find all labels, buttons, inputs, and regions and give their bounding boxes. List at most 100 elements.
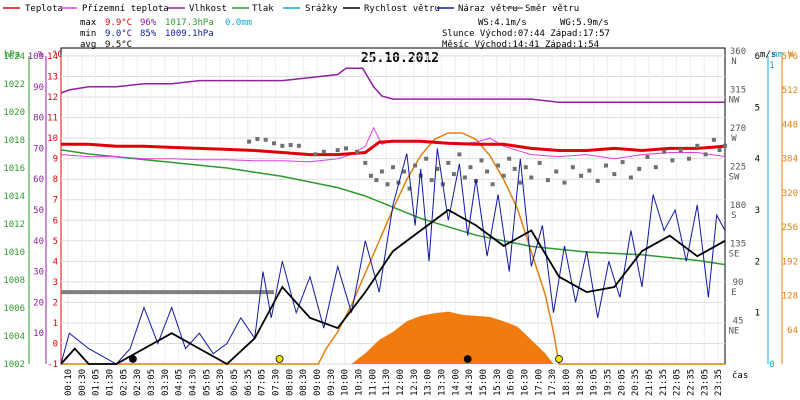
tick-label-time: 17:30 bbox=[548, 369, 558, 396]
tick-label-c: 9 bbox=[53, 155, 58, 165]
svg-text:Tlak: Tlak bbox=[252, 4, 274, 14]
tick-label-time: 05:30 bbox=[216, 369, 226, 396]
dir-point bbox=[554, 169, 559, 174]
tick-label-pct: 40 bbox=[33, 237, 44, 247]
dir-point bbox=[451, 172, 456, 177]
dir-point bbox=[344, 146, 348, 151]
tick-label-w: 512 bbox=[782, 86, 798, 96]
tick-label-ms: 2 bbox=[755, 257, 760, 267]
tick-label-c: 6 bbox=[53, 216, 58, 226]
tick-label-hpa: 1014 bbox=[3, 192, 25, 202]
info-sun: Slunce Východ:07:44 Západ:17:57 bbox=[442, 29, 610, 39]
tick-label-c: 10 bbox=[47, 134, 58, 144]
stats-min-hum: 85% bbox=[140, 29, 157, 39]
stats-avg-temp: 9.5°C bbox=[105, 40, 132, 50]
dir-point bbox=[529, 175, 534, 180]
tick-label-c: 12 bbox=[47, 93, 58, 103]
dir-point bbox=[280, 143, 285, 148]
tick-label-dir: 45 bbox=[733, 317, 744, 327]
tick-label-w: 320 bbox=[782, 189, 798, 199]
tick-label-time: 00:10 bbox=[64, 369, 74, 396]
legend: Teplota Přízemní teplota Vlhkost Tlak Sr… bbox=[3, 4, 579, 14]
dir-point bbox=[496, 163, 501, 168]
axis-title-ms: m/s bbox=[760, 50, 776, 60]
tick-label-hpa: 1018 bbox=[3, 136, 25, 146]
stats-max-hum: 96% bbox=[140, 18, 157, 28]
tick-label-time: 12:00 bbox=[396, 369, 406, 396]
dir-point bbox=[723, 143, 727, 148]
tick-label-dir-name: S bbox=[731, 211, 736, 221]
tick-label-time: 16:00 bbox=[507, 369, 517, 396]
tick-label-dir-name: SW bbox=[729, 173, 740, 183]
tick-label-dir: 315 bbox=[730, 86, 746, 96]
dir-point bbox=[579, 173, 584, 178]
dir-point bbox=[402, 169, 407, 174]
series-solar-measured-area bbox=[351, 311, 554, 364]
tick-label-time: 13:30 bbox=[437, 369, 447, 396]
tick-label-time: 01:05 bbox=[92, 369, 102, 396]
axis-title-w: W bbox=[788, 50, 794, 60]
dir-point bbox=[462, 175, 467, 180]
tick-label-pct: 80 bbox=[33, 114, 44, 124]
tick-label-w: 128 bbox=[782, 292, 798, 302]
dir-point bbox=[587, 168, 592, 173]
tick-label-dir: 270 bbox=[730, 124, 746, 134]
svg-text:Směr větru: Směr větru bbox=[525, 4, 579, 14]
tick-label-time: 23:35 bbox=[714, 369, 724, 396]
tick-label-time: 01:30 bbox=[105, 369, 115, 396]
tick-label-hpa: 1008 bbox=[3, 276, 25, 286]
tick-label-time: 10:30 bbox=[354, 369, 364, 396]
tick-label-pct: 50 bbox=[33, 206, 44, 216]
svg-text:Náraz větru: Náraz větru bbox=[458, 4, 518, 14]
svg-text:Srážky: Srážky bbox=[305, 4, 338, 14]
tick-label-time: 21:05 bbox=[645, 369, 655, 396]
tick-label-time: 22:05 bbox=[673, 369, 683, 396]
tick-label-time: 03:30 bbox=[161, 369, 171, 396]
tick-label-dir-name: N bbox=[731, 57, 736, 67]
dir-point bbox=[612, 172, 617, 177]
tick-label-dir: 135 bbox=[730, 240, 746, 250]
tick-label-time: 15:30 bbox=[493, 369, 503, 396]
tick-label-hpa: 1012 bbox=[3, 220, 25, 230]
dir-point bbox=[570, 165, 575, 170]
dir-point bbox=[604, 163, 608, 168]
tick-label-hpa: 1010 bbox=[3, 248, 25, 258]
tick-label-c: 13 bbox=[47, 73, 58, 83]
tick-label-w: 448 bbox=[782, 120, 798, 130]
dir-point bbox=[687, 156, 691, 161]
tick-label-time: 03:05 bbox=[147, 369, 157, 396]
tick-label-time: 22:35 bbox=[686, 369, 696, 396]
tick-label-pct: 60 bbox=[33, 175, 44, 185]
tick-label-time: 05:05 bbox=[202, 369, 212, 396]
tick-label-time: 02:05 bbox=[119, 369, 129, 396]
tick-label-c: 8 bbox=[53, 175, 58, 185]
stats-max-temp: 9.9°C bbox=[105, 18, 132, 28]
info-ws: WS:4.1m/s bbox=[478, 18, 527, 28]
tick-label-w: 192 bbox=[782, 257, 798, 267]
dir-point bbox=[645, 155, 650, 159]
tick-label-c: 1 bbox=[53, 319, 58, 329]
tick-label-hpa: 1004 bbox=[3, 332, 25, 342]
dir-point bbox=[418, 173, 423, 178]
tick-label-time: 11:30 bbox=[382, 369, 392, 396]
dir-point bbox=[653, 165, 658, 170]
stats-min-press: 1009.1hPa bbox=[165, 29, 214, 39]
tick-label-dir-name: NE bbox=[729, 327, 740, 337]
tick-label-c: 4 bbox=[53, 257, 58, 267]
axis-title-time: čas bbox=[732, 370, 748, 381]
tick-label-time: 18:00 bbox=[562, 369, 572, 396]
axis-title-mm: mm bbox=[772, 50, 783, 60]
tick-label-time: 07:05 bbox=[258, 369, 268, 396]
svg-text:Rychlost větru: Rychlost větru bbox=[364, 4, 440, 14]
tick-label-time: 08:00 bbox=[285, 369, 295, 396]
tick-label-time: 14:00 bbox=[451, 369, 461, 396]
event-marker bbox=[128, 355, 137, 363]
dir-point bbox=[523, 165, 528, 170]
dir-point bbox=[313, 152, 318, 157]
tick-label-dir-name: E bbox=[731, 288, 736, 298]
tick-label-time: 16:30 bbox=[520, 369, 530, 396]
dir-point bbox=[413, 163, 418, 168]
tick-label-time: 11:00 bbox=[368, 369, 378, 396]
tick-label-time: 09:00 bbox=[313, 369, 323, 396]
